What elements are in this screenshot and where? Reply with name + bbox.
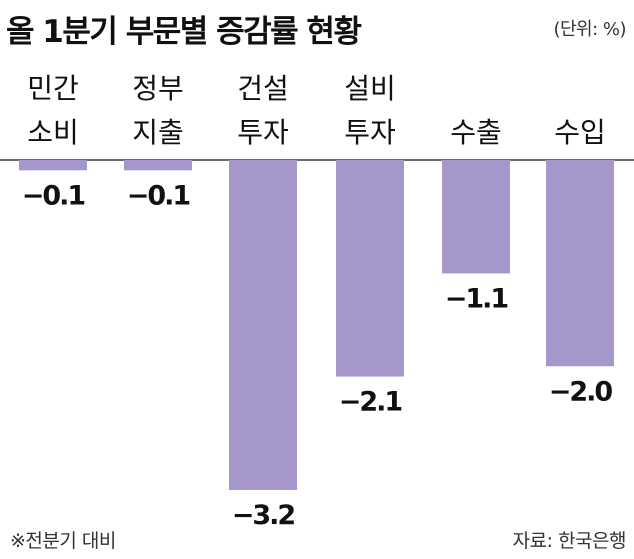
category-label-5-0: 수입	[554, 116, 606, 149]
category-label-1-0: 정부	[132, 72, 184, 105]
value-label-5: −2.0	[549, 376, 613, 407]
category-label-0-0: 민간	[27, 72, 79, 105]
bar-4	[442, 160, 510, 274]
value-label-3: −2.1	[339, 387, 402, 418]
value-label-2: −3.2	[232, 500, 295, 531]
chart-title: 올 1분기 부문별 증감률 현황	[6, 14, 362, 50]
value-label-0: −0.1	[22, 180, 85, 211]
bar-0	[19, 160, 87, 171]
unit-label: (단위: %)	[553, 19, 626, 40]
footnote: ※전분기 대비	[10, 530, 116, 552]
source-label: 자료: 한국은행	[512, 530, 627, 552]
category-label-2-1: 투자	[237, 116, 289, 149]
bars	[19, 160, 614, 490]
value-label-1: −0.1	[127, 180, 190, 211]
category-label-3-1: 투자	[344, 116, 396, 149]
category-label-1-1: 지출	[132, 116, 184, 149]
category-label-3-0: 설비	[344, 72, 396, 105]
category-label-0-1: 소비	[27, 116, 79, 149]
bar-2	[229, 160, 297, 490]
category-label-2-0: 건설	[237, 72, 289, 105]
value-labels: −0.1 −0.1 −3.2 −2.1 −1.1 −2.0	[22, 180, 615, 531]
category-label-4-0: 수출	[450, 116, 502, 149]
value-label-4: −1.1	[445, 283, 508, 314]
bar-1	[124, 160, 192, 171]
bar-5	[546, 160, 614, 367]
bar-3	[336, 160, 404, 377]
